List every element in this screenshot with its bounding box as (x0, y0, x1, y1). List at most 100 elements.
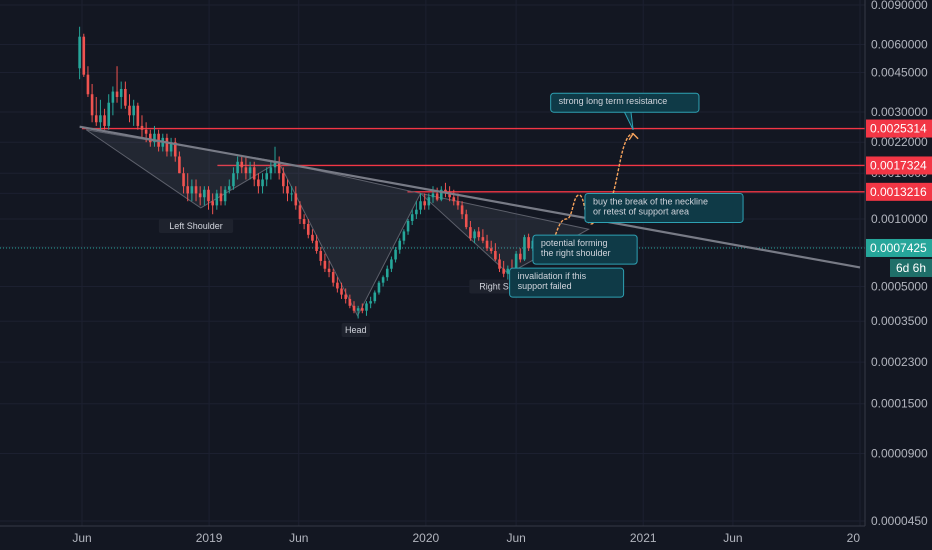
candle-body (269, 167, 273, 174)
candle-body (369, 301, 372, 304)
candle-body (381, 277, 385, 283)
candle-body (190, 186, 194, 194)
candle-body (107, 102, 111, 126)
price-tick-label: 0.0002300 (871, 355, 928, 369)
time-tick-label: Jun (506, 531, 525, 545)
price-marker-label: 0.0013216 (870, 185, 927, 199)
candle-body (119, 88, 123, 97)
candle-body (273, 161, 277, 168)
candle-body (506, 268, 510, 274)
candle-body (140, 125, 144, 130)
candle-body (423, 201, 426, 206)
invalidation-note-text: invalidation if this (518, 271, 587, 281)
candle-body (99, 115, 102, 123)
candle-body (232, 173, 235, 187)
right-shoulder-label: Right Shoulder (479, 281, 539, 291)
invalidation-note-box (509, 267, 625, 298)
candle-body (431, 193, 435, 198)
price-marker-tag (866, 238, 932, 257)
candle-body (410, 214, 414, 221)
candle-body (331, 272, 335, 283)
candle-body (244, 167, 248, 174)
candle-body (207, 189, 210, 202)
time-tick-label: 2021 (630, 531, 657, 545)
candle-body (298, 205, 302, 219)
head-shape (277, 161, 422, 317)
countdown-tag (890, 258, 932, 277)
candle-body (294, 193, 298, 206)
shoulder-note-text: the right shoulder (541, 248, 611, 258)
head-label-bg (341, 322, 370, 337)
candle-body (306, 223, 310, 235)
candle-body (348, 298, 352, 306)
axis-corner (865, 526, 932, 550)
left-shoulder-label: Left Shoulder (169, 221, 223, 231)
candle-body (182, 173, 185, 187)
candle-body (527, 237, 530, 249)
price-marker-label: 0.0007425 (870, 241, 927, 255)
time-tick-label: Jun (72, 531, 91, 545)
candle-body (385, 268, 389, 278)
candle-body (311, 234, 314, 241)
candle-body (257, 179, 260, 187)
candle-body (82, 36, 86, 75)
candle-body (290, 193, 293, 195)
candle-body (464, 214, 468, 228)
shoulder-note-text: potential forming (541, 238, 608, 248)
candle-body (248, 167, 252, 174)
candle-body (514, 253, 518, 273)
candle-body (194, 186, 198, 194)
grid-lines (0, 0, 865, 526)
price-tick-label: 0.0000450 (871, 514, 928, 528)
candle-body (94, 115, 98, 123)
candle-body (361, 308, 364, 311)
time-axis: Jun 2019 Jun 2020 Jun 2021 Jun 20 (72, 531, 860, 545)
candle-body (373, 292, 377, 302)
candle-body (282, 173, 285, 187)
projection-arrow-head (628, 132, 639, 141)
time-tick-label: Jun (723, 531, 742, 545)
resistance-note-text: strong long term resistance (559, 96, 668, 106)
candle-body (518, 253, 522, 260)
candle-body (352, 305, 356, 311)
price-tick-label: 0.0060000 (871, 37, 928, 51)
candle-body (78, 36, 81, 69)
candle-body (415, 209, 418, 215)
candle-body (473, 231, 476, 239)
candle-body (481, 237, 485, 241)
left-shoulder-label-bg (158, 219, 234, 234)
candle-body (86, 74, 90, 95)
candle-body (165, 137, 169, 152)
time-tick-label: 2019 (196, 531, 223, 545)
price-tick-label: 0.0001500 (871, 397, 928, 411)
neckline-note-box (584, 192, 744, 223)
neckline-note-text: buy the break of the neckline (593, 196, 708, 206)
price-marker-tag (866, 119, 932, 138)
price-tick-label: 0.0045000 (871, 66, 928, 80)
candle-body (356, 308, 360, 311)
price-tick-label: 0.0005000 (871, 279, 928, 293)
head-label: Head (345, 325, 367, 335)
candle-body (344, 294, 347, 299)
candle-body (489, 248, 493, 251)
candle-body (115, 91, 119, 97)
candle-body (286, 186, 289, 194)
annotations: Left Shoulder Head Right Shoulder strong lo… (158, 92, 744, 337)
candle-body (435, 193, 439, 200)
candle-body (302, 218, 306, 224)
candle-body (124, 88, 127, 106)
candle-body (148, 133, 152, 143)
candle-body (173, 142, 177, 157)
candle-body (128, 105, 131, 116)
price-marker-label: 0.0017324 (870, 158, 927, 172)
neckline-note-text: or retest of support area (593, 206, 689, 216)
time-axis-panel[interactable] (0, 526, 865, 550)
horizontal-levels (0, 127, 865, 249)
candle-body (365, 303, 368, 311)
candle-body (215, 193, 219, 206)
candle-body (144, 129, 148, 134)
candle-body (398, 240, 402, 250)
neckline (79, 125, 861, 269)
